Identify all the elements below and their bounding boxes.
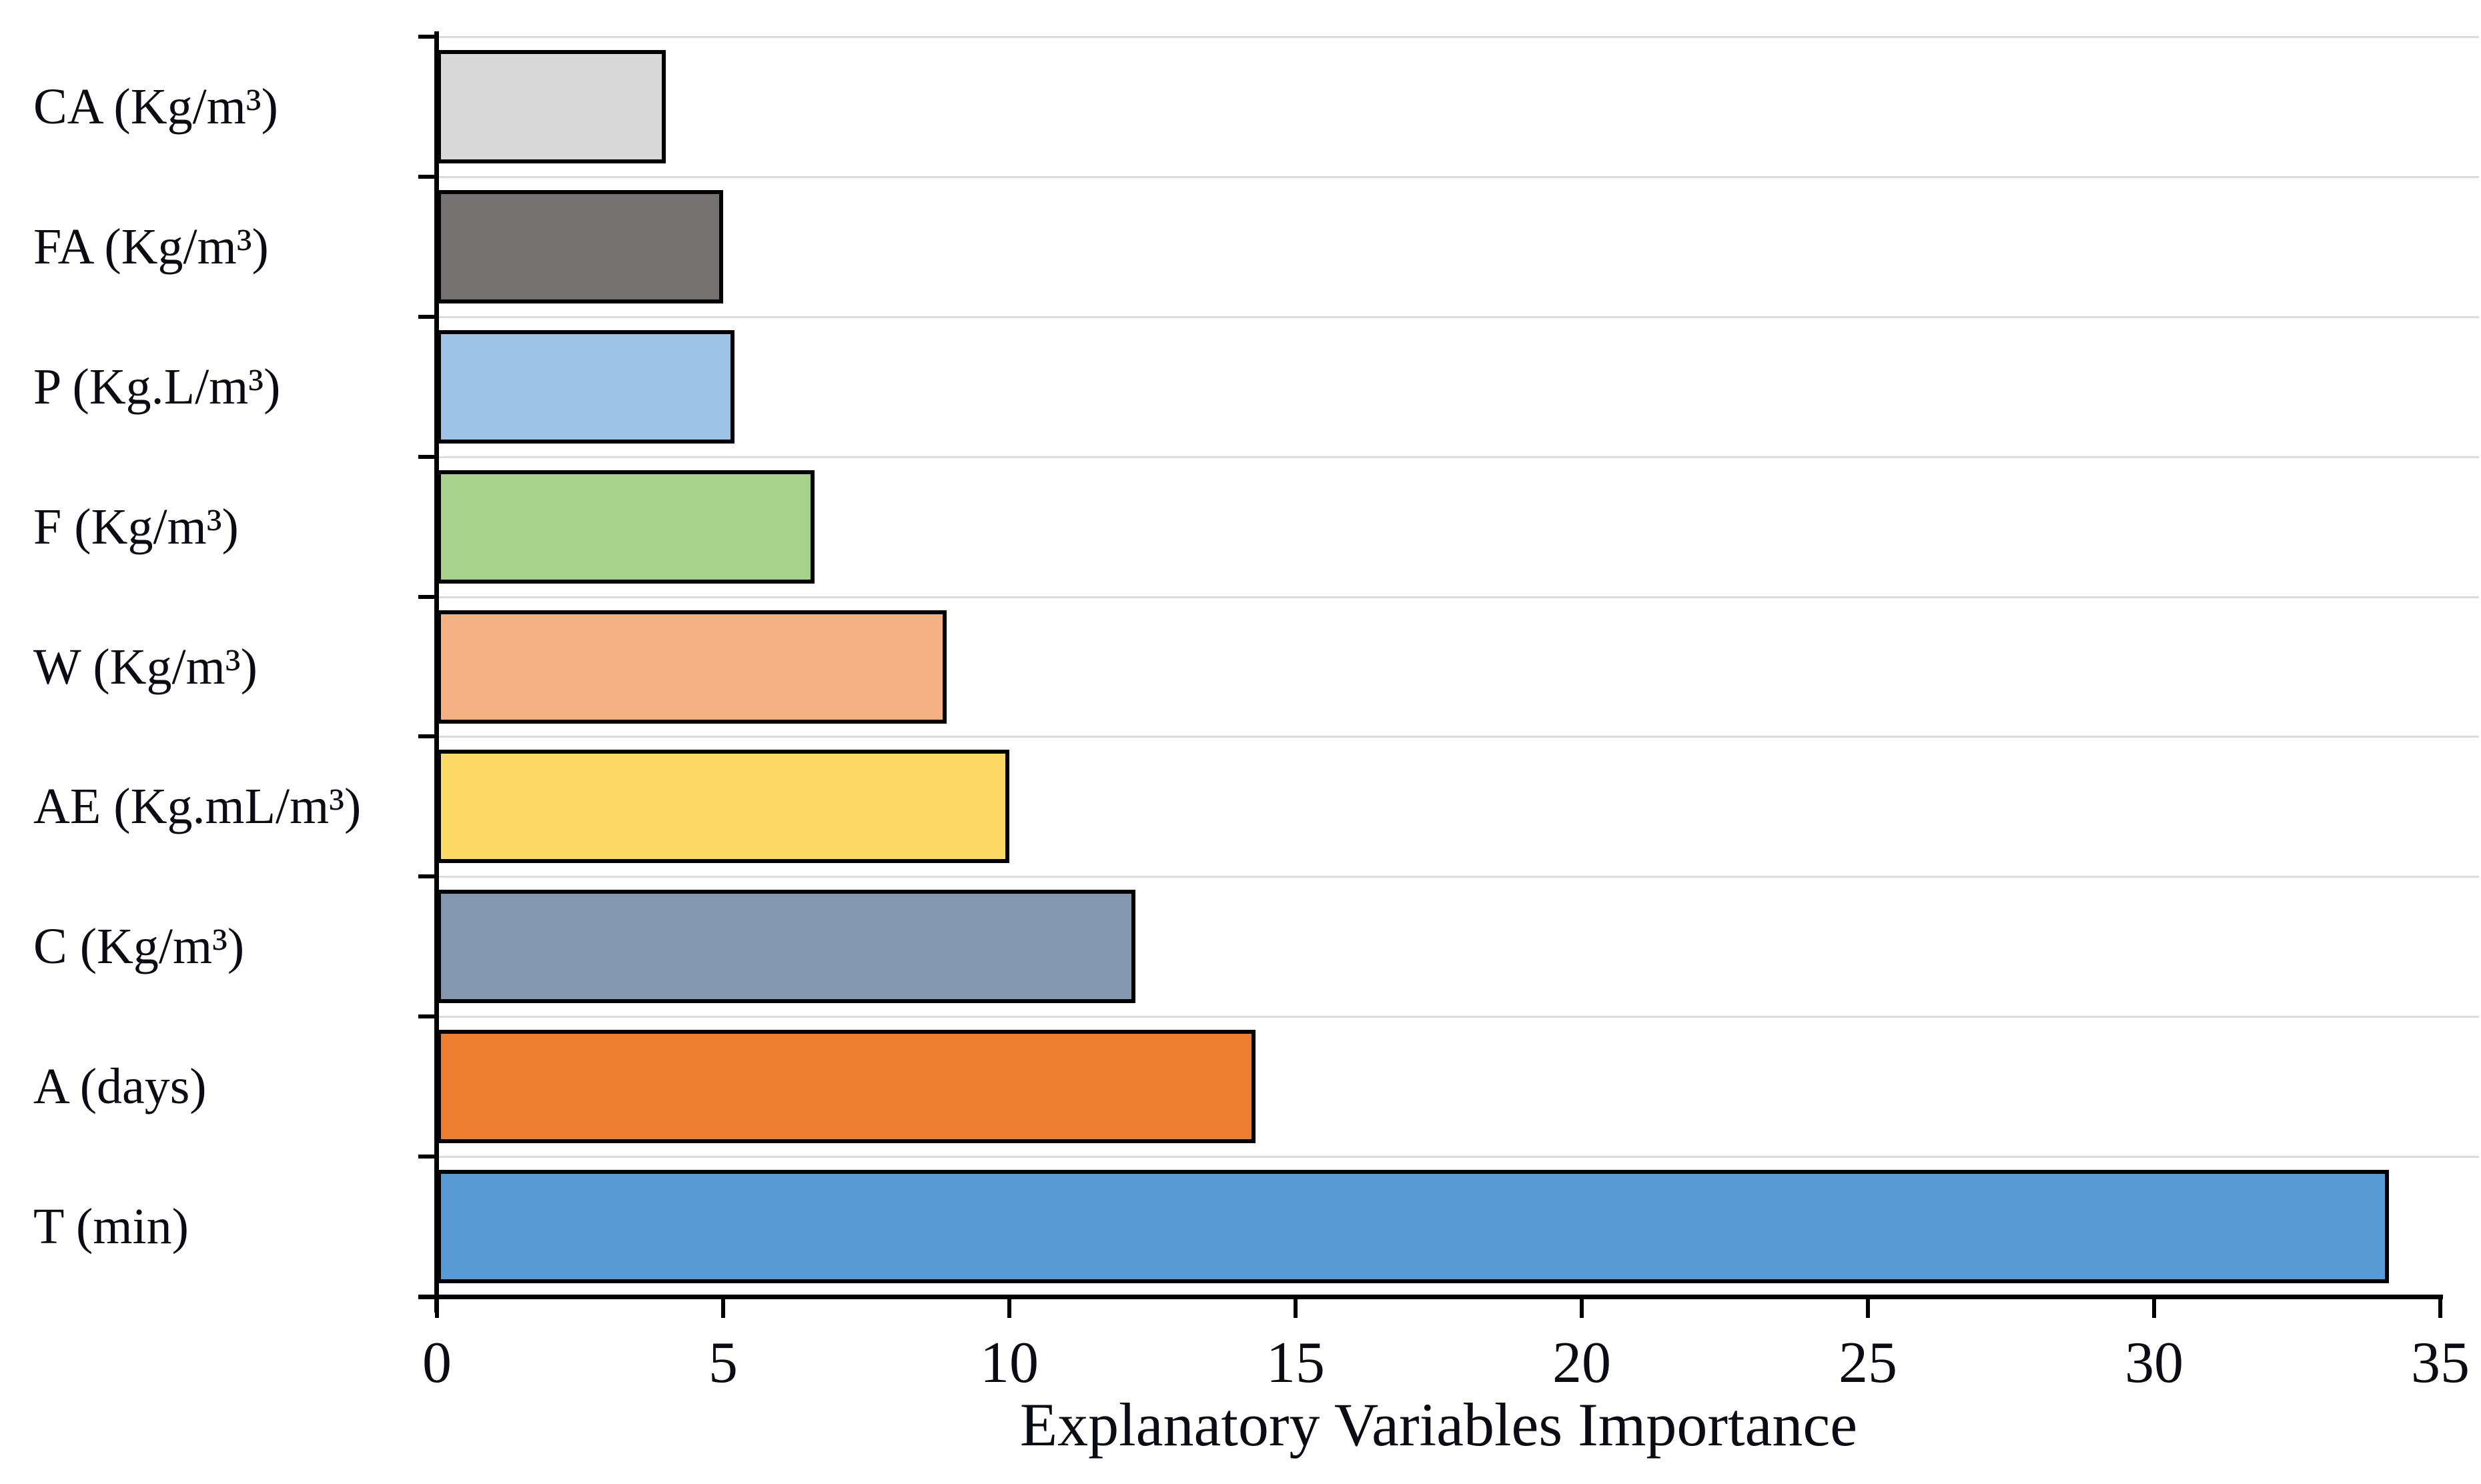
x-tick-label-5: 5	[708, 1331, 738, 1395]
y-axis-tick	[418, 454, 437, 459]
x-axis-tick	[721, 1299, 725, 1318]
category-label-t: T (min)	[33, 1199, 189, 1255]
y-axis-tick	[418, 874, 437, 879]
gridline	[437, 456, 2479, 458]
bar-ca	[437, 49, 666, 163]
category-label-p: P (Kg.L/m³)	[33, 358, 281, 415]
x-axis-tick	[435, 1299, 439, 1318]
x-axis-tick	[1866, 1299, 1870, 1318]
x-axis-tick	[2438, 1299, 2442, 1318]
gridline	[437, 36, 2479, 38]
x-tick-label-15: 15	[1266, 1331, 1325, 1395]
gridline	[437, 175, 2479, 178]
gridline	[437, 1156, 2479, 1159]
y-axis-tick	[418, 1155, 437, 1159]
y-axis-tick	[418, 734, 437, 739]
category-label-c: C (Kg/m³)	[33, 918, 245, 975]
y-axis-tick	[418, 174, 437, 179]
bar-fa	[437, 189, 723, 303]
gridline	[437, 736, 2479, 738]
y-axis-tick	[418, 594, 437, 599]
x-tick-label-30: 30	[2125, 1331, 2183, 1395]
y-axis-tick	[418, 314, 437, 319]
bar-p	[437, 329, 734, 444]
x-axis-tick	[2152, 1299, 2156, 1318]
category-label-w: W (Kg/m³)	[33, 638, 258, 695]
category-label-f: F (Kg/m³)	[33, 498, 239, 555]
gridline	[437, 1016, 2479, 1018]
bar-ae	[437, 750, 1009, 864]
y-axis-tick	[418, 35, 437, 39]
bar-t	[437, 1170, 2389, 1284]
x-tick-label-10: 10	[980, 1331, 1039, 1395]
x-axis-tick	[1007, 1299, 1011, 1318]
gridline	[437, 596, 2479, 598]
gridline	[437, 315, 2479, 318]
bar-c	[437, 890, 1135, 1004]
x-axis-tick	[1580, 1299, 1584, 1318]
x-tick-label-35: 35	[2411, 1331, 2470, 1395]
y-axis-tick	[418, 1014, 437, 1019]
x-axis-line	[418, 1295, 2443, 1299]
x-axis-tick	[1294, 1299, 1298, 1318]
x-tick-label-25: 25	[1839, 1331, 1897, 1395]
x-axis-title: Explanatory Variables Importance	[1019, 1391, 1858, 1459]
category-label-ca: CA (Kg/m³)	[33, 78, 278, 135]
category-label-a: A (days)	[33, 1058, 207, 1115]
bar-w	[437, 610, 947, 724]
bar-a	[437, 1030, 1256, 1144]
x-tick-label-0: 0	[422, 1331, 452, 1395]
bar-f	[437, 470, 815, 584]
y-axis-line	[434, 31, 439, 1313]
gridline	[437, 876, 2479, 878]
category-label-ae: AE (Kg.mL/m³)	[33, 778, 362, 835]
category-label-fa: FA (Kg/m³)	[33, 218, 269, 275]
x-tick-label-20: 20	[1552, 1331, 1611, 1395]
